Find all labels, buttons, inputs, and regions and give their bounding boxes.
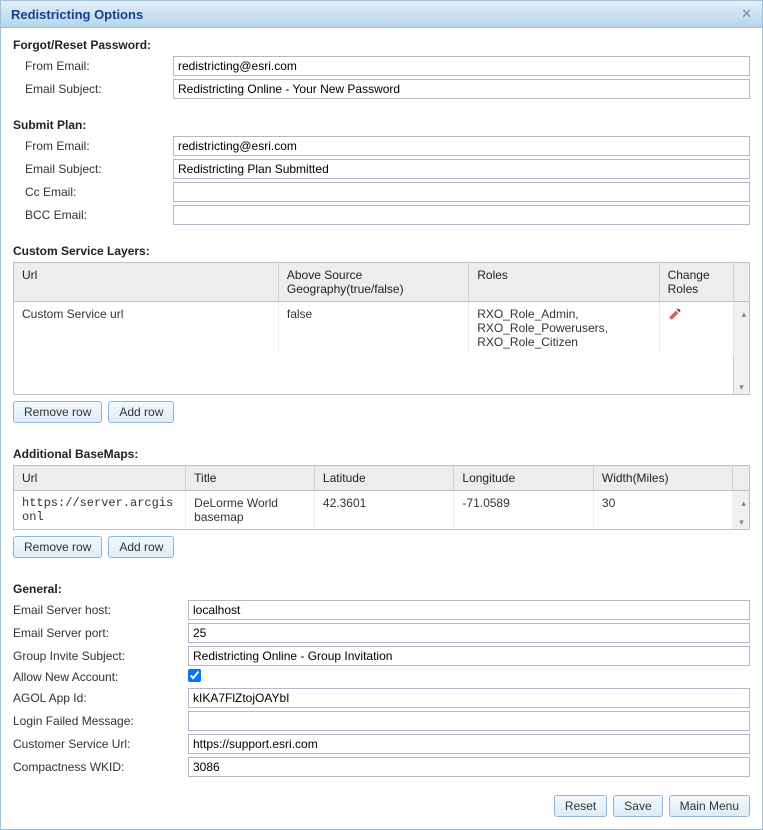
layers-col-url[interactable]: Url [14,263,278,302]
dialog-title: Redistricting Options [11,7,143,22]
table-row[interactable]: Custom Service url false RXO_Role_Admin,… [14,302,749,355]
basemaps-section-label: Additional BaseMaps: [13,447,750,461]
basemaps-col-url[interactable]: Url [14,466,186,491]
dialog-titlebar: Redistricting Options ✕ [1,1,762,28]
general-section-label: General: [13,582,750,596]
submit-subject-label: Email Subject: [13,162,173,176]
basemaps-cell-width: 30 [593,491,732,530]
basemaps-col-lon[interactable]: Longitude [454,466,593,491]
layers-scrollbar[interactable] [733,263,749,302]
submit-cc-input[interactable] [173,182,750,202]
basemaps-cell-url: https://server.arcgisonl [14,491,186,530]
group-invite-input[interactable] [188,646,750,666]
footer-buttons: Reset Save Main Menu [13,795,750,817]
basemaps-col-width[interactable]: Width(Miles) [593,466,732,491]
save-button[interactable]: Save [613,795,662,817]
main-menu-button[interactable]: Main Menu [669,795,750,817]
forgot-from-email-label: From Email: [13,59,173,73]
close-icon[interactable]: ✕ [741,6,752,22]
email-port-input[interactable] [188,623,750,643]
basemaps-cell-lat: 42.3601 [314,491,453,530]
basemaps-add-row-button[interactable]: Add row [108,536,174,558]
allow-new-account-label: Allow New Account: [13,670,188,684]
submit-plan-section-label: Submit Plan: [13,118,750,132]
submit-cc-label: Cc Email: [13,185,173,199]
layers-cell-change [659,302,733,355]
layers-cell-above: false [278,302,468,355]
group-invite-label: Group Invite Subject: [13,649,188,663]
customer-service-url-label: Customer Service Url: [13,737,188,751]
agol-app-id-label: AGOL App Id: [13,691,188,705]
email-host-input[interactable] [188,600,750,620]
forgot-from-email-input[interactable] [173,56,750,76]
reset-button[interactable]: Reset [554,795,607,817]
allow-new-account-checkbox[interactable] [188,669,201,682]
layers-table: Url Above Source Geography(true/false) R… [13,262,750,395]
email-host-label: Email Server host: [13,603,188,617]
customer-service-url-input[interactable] [188,734,750,754]
layers-col-above[interactable]: Above Source Geography(true/false) [278,263,468,302]
login-failed-input[interactable] [188,711,750,731]
layers-col-change[interactable]: Change Roles [659,263,733,302]
dialog-content: Forgot/Reset Password: From Email: Email… [1,28,762,829]
table-row[interactable]: https://server.arcgisonl DeLorme World b… [14,491,749,530]
layers-section-label: Custom Service Layers: [13,244,750,258]
agol-app-id-input[interactable] [188,688,750,708]
basemaps-scrollbar[interactable] [733,466,749,491]
basemaps-cell-title: DeLorme World basemap [186,491,315,530]
basemaps-table: Url Title Latitude Longitude Width(Miles… [13,465,750,530]
layers-cell-roles: RXO_Role_Admin, RXO_Role_Powerusers, RXO… [469,302,659,355]
submit-bcc-input[interactable] [173,205,750,225]
scroll-down-icon[interactable]: ▾ [734,380,749,394]
basemaps-remove-row-button[interactable]: Remove row [13,536,102,558]
layers-remove-row-button[interactable]: Remove row [13,401,102,423]
layers-col-roles[interactable]: Roles [469,263,659,302]
redistricting-options-dialog: Redistricting Options ✕ Forgot/Reset Pas… [0,0,763,830]
scroll-down-icon[interactable]: ▾ [734,515,749,529]
forgot-subject-input[interactable] [173,79,750,99]
submit-bcc-label: BCC Email: [13,208,173,222]
email-port-label: Email Server port: [13,626,188,640]
layers-cell-url: Custom Service url [14,302,278,355]
login-failed-label: Login Failed Message: [13,714,188,728]
compactness-wkid-input[interactable] [188,757,750,777]
layers-add-row-button[interactable]: Add row [108,401,174,423]
submit-subject-input[interactable] [173,159,750,179]
forgot-password-section-label: Forgot/Reset Password: [13,38,750,52]
compactness-wkid-label: Compactness WKID: [13,760,188,774]
basemaps-cell-lon: -71.0589 [454,491,593,530]
basemaps-col-lat[interactable]: Latitude [314,466,453,491]
basemaps-col-title[interactable]: Title [186,466,315,491]
submit-from-email-input[interactable] [173,136,750,156]
forgot-subject-label: Email Subject: [13,82,173,96]
edit-icon[interactable] [668,310,682,324]
submit-from-email-label: From Email: [13,139,173,153]
